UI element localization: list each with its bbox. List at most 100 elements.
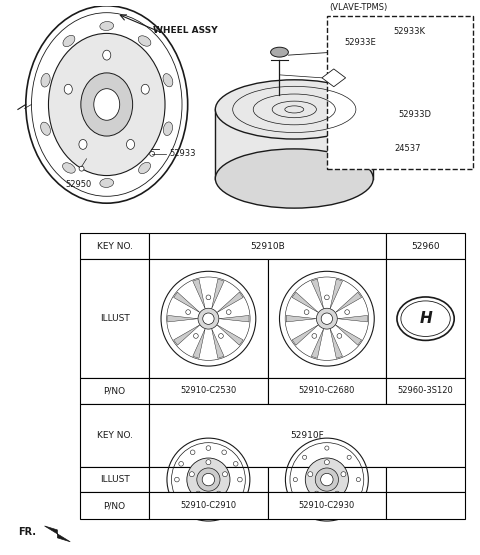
Circle shape	[304, 310, 309, 315]
Text: FR.: FR.	[18, 527, 36, 537]
Circle shape	[216, 491, 221, 496]
Circle shape	[233, 462, 238, 466]
Circle shape	[302, 455, 307, 460]
Circle shape	[206, 295, 211, 300]
Ellipse shape	[100, 22, 114, 31]
Circle shape	[161, 271, 256, 366]
Circle shape	[175, 477, 179, 482]
Polygon shape	[45, 526, 70, 542]
Bar	[80, 403, 149, 467]
Circle shape	[193, 334, 198, 339]
Circle shape	[187, 458, 230, 501]
Text: H: H	[419, 311, 432, 326]
Text: 52950: 52950	[65, 180, 92, 189]
Circle shape	[197, 468, 220, 491]
Text: 52960-3S120: 52960-3S120	[398, 386, 454, 395]
Bar	[149, 378, 268, 403]
Text: KEY NO.: KEY NO.	[96, 431, 132, 440]
Circle shape	[293, 477, 298, 482]
Circle shape	[222, 504, 227, 509]
Polygon shape	[174, 292, 200, 312]
Circle shape	[218, 334, 223, 339]
Text: ILLUST: ILLUST	[100, 475, 130, 484]
Polygon shape	[292, 292, 318, 312]
Bar	[386, 492, 465, 519]
Ellipse shape	[216, 149, 373, 208]
Circle shape	[315, 468, 338, 491]
Circle shape	[222, 450, 227, 455]
Text: WHEEL ASSY: WHEEL ASSY	[154, 26, 218, 34]
Circle shape	[321, 313, 333, 324]
Bar	[268, 492, 386, 519]
Circle shape	[238, 477, 242, 482]
Text: 62850: 62850	[339, 48, 365, 57]
Ellipse shape	[139, 162, 151, 174]
Polygon shape	[336, 292, 361, 312]
Text: P/NO: P/NO	[104, 501, 126, 510]
Ellipse shape	[41, 122, 50, 135]
Bar	[149, 492, 268, 519]
Ellipse shape	[401, 301, 450, 336]
Polygon shape	[174, 325, 200, 345]
Text: 62852: 62852	[348, 73, 375, 82]
Text: 52960: 52960	[411, 241, 440, 251]
Ellipse shape	[415, 99, 424, 108]
Bar	[386, 233, 465, 259]
Text: 52910-C2680: 52910-C2680	[299, 386, 355, 395]
Circle shape	[150, 152, 155, 157]
Polygon shape	[212, 329, 224, 359]
Ellipse shape	[141, 84, 149, 94]
Circle shape	[191, 450, 195, 455]
Ellipse shape	[94, 89, 120, 120]
Ellipse shape	[103, 50, 111, 60]
Circle shape	[438, 115, 445, 122]
Circle shape	[314, 491, 319, 496]
Circle shape	[191, 504, 195, 509]
Polygon shape	[311, 329, 324, 359]
Circle shape	[203, 313, 214, 324]
Bar	[80, 259, 149, 378]
Ellipse shape	[63, 36, 75, 47]
Circle shape	[227, 310, 231, 315]
Text: 52933E: 52933E	[345, 38, 376, 47]
Circle shape	[206, 509, 211, 513]
Circle shape	[79, 166, 84, 171]
Polygon shape	[217, 325, 243, 345]
Text: 52910B: 52910B	[250, 241, 285, 251]
Text: 52910-C2910: 52910-C2910	[180, 501, 237, 510]
Bar	[386, 467, 465, 492]
Circle shape	[335, 491, 339, 496]
Ellipse shape	[216, 80, 373, 139]
Ellipse shape	[397, 297, 454, 340]
Polygon shape	[168, 315, 198, 322]
Circle shape	[347, 500, 351, 504]
Polygon shape	[311, 279, 324, 309]
Ellipse shape	[163, 74, 173, 87]
Circle shape	[305, 458, 348, 501]
Text: 52933K: 52933K	[394, 28, 426, 37]
Circle shape	[179, 462, 183, 466]
Ellipse shape	[41, 73, 50, 87]
Ellipse shape	[79, 139, 87, 149]
Bar	[149, 259, 268, 378]
Circle shape	[202, 473, 215, 486]
Text: 52910F: 52910F	[290, 431, 324, 440]
Ellipse shape	[64, 84, 72, 94]
Polygon shape	[330, 329, 343, 359]
Circle shape	[324, 460, 329, 465]
Circle shape	[337, 334, 342, 339]
Ellipse shape	[100, 179, 114, 188]
Circle shape	[302, 500, 307, 504]
Ellipse shape	[163, 122, 172, 135]
Polygon shape	[336, 325, 361, 345]
Circle shape	[179, 493, 183, 498]
Ellipse shape	[138, 36, 151, 46]
Polygon shape	[193, 329, 205, 359]
Bar	[386, 378, 465, 403]
Polygon shape	[322, 69, 346, 87]
Text: 52910-C2530: 52910-C2530	[180, 386, 237, 395]
Text: KEY NO.: KEY NO.	[96, 241, 132, 251]
Text: (VLAVE-TPMS): (VLAVE-TPMS)	[329, 3, 387, 12]
Polygon shape	[330, 279, 343, 309]
Bar	[268, 378, 386, 403]
